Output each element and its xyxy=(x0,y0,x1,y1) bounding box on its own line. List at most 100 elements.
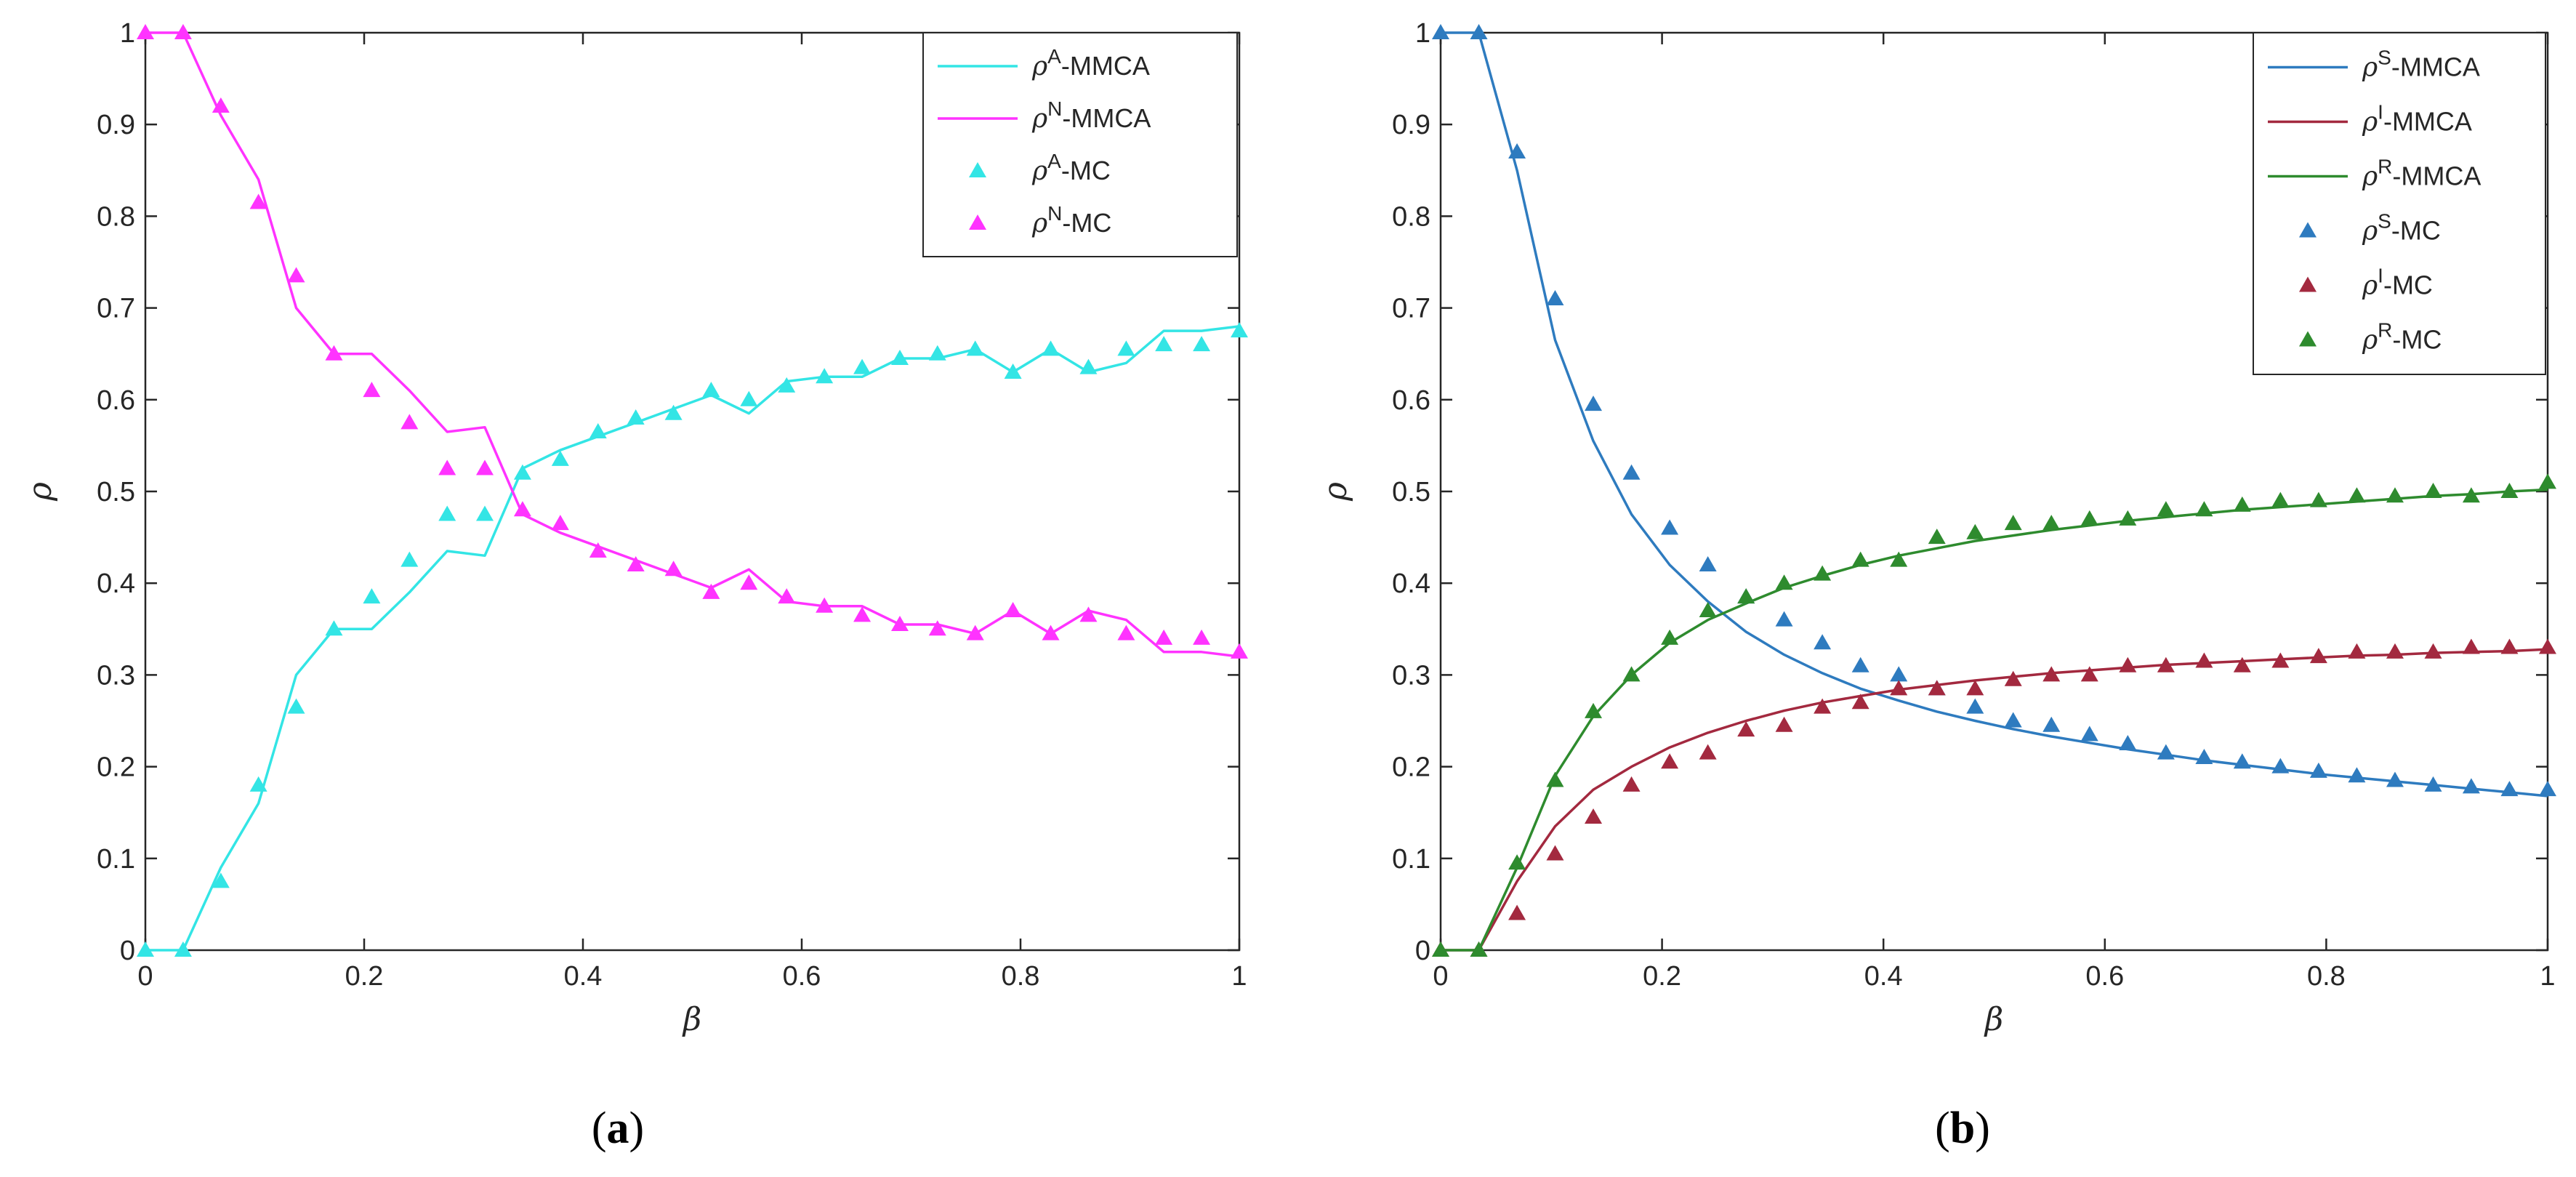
series-s-mc-point xyxy=(2080,726,2098,742)
series-i-mc-point xyxy=(1814,698,1832,714)
series-n-mc-point xyxy=(1193,629,1211,645)
series-n-mc-point xyxy=(778,588,796,604)
series-s-mc-point xyxy=(1966,698,1984,714)
series-i-mc-point xyxy=(1585,808,1603,824)
legend-label-s-mc: ρS-MC xyxy=(2362,210,2441,246)
series-s-mc-point xyxy=(2309,762,2327,778)
series-n-mc-point xyxy=(928,620,946,636)
x-tick-label: 0.8 xyxy=(1002,961,1040,992)
series-n-mc-point xyxy=(589,542,607,558)
series-a-mc-point xyxy=(778,377,796,393)
series-a-mc-point xyxy=(1231,322,1248,338)
series-a-mc-point xyxy=(363,588,381,604)
series-a-mc-point xyxy=(438,505,456,521)
series-r-mc-point xyxy=(1699,602,1717,618)
y-tick-label: 0.4 xyxy=(1392,569,1430,599)
series-n-mc-point xyxy=(325,345,343,361)
legend: ρS-MMCA ρI-MMCA ρR-MMCA ρS-MC ρI-MC ρR-MC xyxy=(2253,32,2546,375)
series-i-mc-point xyxy=(1661,753,1679,769)
series-n-mc-point xyxy=(890,615,909,631)
series-s-mc-point xyxy=(1508,143,1526,159)
series-i-mc-point xyxy=(2080,666,2098,682)
series-s-mc-point xyxy=(2042,716,2061,732)
series-n-mc-point xyxy=(513,501,531,517)
series-s-mc-point xyxy=(2386,771,2404,787)
series-r-mc-point xyxy=(1966,523,1984,539)
series-r-mc-point xyxy=(2195,501,2213,517)
series-n-mc-point xyxy=(702,583,720,599)
y-tick-label: 1 xyxy=(1415,18,1430,49)
y-tick-label: 0.7 xyxy=(97,294,135,324)
series-s-mc-point xyxy=(2462,778,2480,794)
series-r-mc-point xyxy=(1546,771,1564,787)
series-i-mc-point xyxy=(2462,638,2480,654)
series-s-mc-point xyxy=(1890,666,1908,682)
series-n-mc-point xyxy=(1042,624,1060,640)
series-a-mc-point xyxy=(589,422,607,438)
panel-caption: (b) xyxy=(1935,1104,1990,1153)
y-tick-label: 0 xyxy=(1415,936,1430,966)
series-n-mc-point xyxy=(1079,606,1098,622)
y-axis-label: ρ xyxy=(1317,482,1354,502)
y-tick-label: 1 xyxy=(120,18,135,49)
series-a-mc-point xyxy=(1079,358,1098,374)
series-i-mc-point xyxy=(2500,638,2519,654)
series-a-mc-point xyxy=(212,872,230,888)
series-s-mc-point xyxy=(1661,519,1679,535)
series-s-mc-point xyxy=(1851,656,1869,672)
series-r-mc-point xyxy=(2424,483,2442,498)
series-r-mc-point xyxy=(1851,551,1869,567)
series-i-mc-point xyxy=(2195,652,2213,668)
series-i-mc-point xyxy=(1966,680,1984,696)
series-a-mc-point xyxy=(664,404,683,420)
x-axis-label: β xyxy=(682,1001,701,1038)
y-tick-label: 0.1 xyxy=(1392,844,1430,875)
series-n-mc-point xyxy=(966,624,984,640)
x-tick-label: 0.4 xyxy=(564,961,603,992)
series-a-mc-point xyxy=(890,350,909,366)
series-a-mc-point xyxy=(740,390,758,406)
series-n-mc-point xyxy=(627,555,645,571)
legend-label-a-mmca: ρA-MMCA xyxy=(1031,45,1150,81)
series-i-mc-point xyxy=(1699,744,1717,760)
y-tick-label: 0.7 xyxy=(1392,294,1430,324)
series-a-mc-point xyxy=(1155,336,1173,352)
legend-label-n-mmca: ρN-MMCA xyxy=(1031,97,1151,134)
legend-marker-a-mc xyxy=(969,162,986,177)
series-s-mc-point xyxy=(2233,753,2251,769)
legend-label-r-mmca: ρR-MMCA xyxy=(2362,156,2481,192)
series-n-mc-point xyxy=(363,382,381,398)
series-i-mc-point xyxy=(2539,638,2556,654)
x-tick-label: 0.4 xyxy=(1864,961,1903,992)
legend-label-r-mc: ρR-MC xyxy=(2362,319,2442,355)
legend-box xyxy=(2253,32,2546,375)
series-s-mc-point xyxy=(2119,735,2137,751)
series-i-mc-point xyxy=(2004,670,2022,686)
series-n-mc-point xyxy=(249,193,267,209)
series-i-mc-point xyxy=(1508,904,1526,920)
series-s-mc-point xyxy=(2539,781,2556,797)
series-n-mc-point xyxy=(438,459,456,475)
legend-label-i-mc: ρI-MC xyxy=(2362,265,2433,301)
series-a-mc-point xyxy=(325,620,343,636)
series-s-mc-point xyxy=(1814,634,1832,650)
y-tick-label: 0.3 xyxy=(1392,660,1430,691)
y-tick-label: 0.3 xyxy=(97,660,135,691)
series-n-mc-point xyxy=(476,459,494,475)
series-a-mc-point xyxy=(249,776,267,792)
x-tick-label: 0.8 xyxy=(2307,961,2346,992)
series-r-mc-point xyxy=(1737,588,1755,604)
series-a-mc-point xyxy=(401,551,419,567)
series-n-mc-point xyxy=(853,606,872,622)
series-i-mc-point xyxy=(1622,776,1641,792)
y-tick-label: 0.9 xyxy=(1392,110,1430,140)
series-a-mc-point xyxy=(853,358,872,374)
series-n-mc-point xyxy=(551,515,569,531)
series-s-mc-point xyxy=(1470,24,1488,39)
legend-label-i-mmca: ρI-MMCA xyxy=(2362,101,2472,137)
series-r-mc-point xyxy=(2233,496,2251,512)
series-a-mc-point xyxy=(966,340,984,356)
series-s-mc-point xyxy=(2348,767,2366,783)
series-s-mc-point xyxy=(2004,712,2022,728)
x-tick-label: 0 xyxy=(137,961,153,992)
